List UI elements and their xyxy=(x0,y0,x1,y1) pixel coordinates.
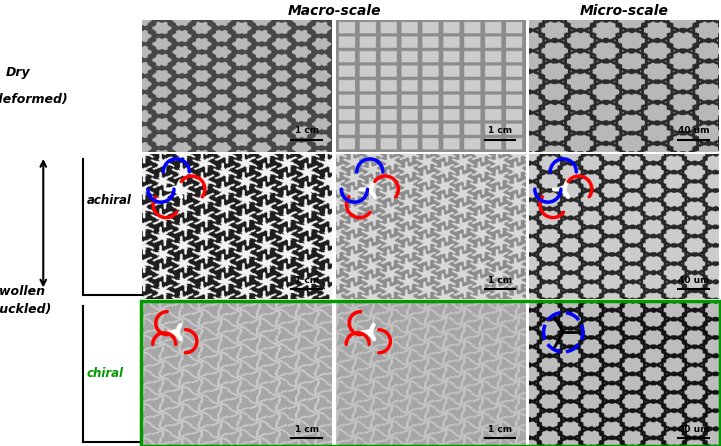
Text: Macro-scale: Macro-scale xyxy=(287,4,381,18)
Text: 40 um: 40 um xyxy=(678,425,709,434)
Text: 1 cm: 1 cm xyxy=(294,126,319,135)
Text: Swollen: Swollen xyxy=(0,285,45,298)
Text: 40 um: 40 um xyxy=(678,276,709,285)
Text: 1 cm: 1 cm xyxy=(294,425,319,434)
Text: 1 cm: 1 cm xyxy=(294,276,319,285)
Text: 1 cm: 1 cm xyxy=(488,126,512,135)
Text: 1 cm: 1 cm xyxy=(488,276,512,285)
Text: 40 um: 40 um xyxy=(678,126,709,135)
Text: chiral: chiral xyxy=(87,368,123,380)
Bar xyxy=(141,301,720,446)
Text: Dry: Dry xyxy=(6,66,30,79)
Text: (Undeformed): (Undeformed) xyxy=(0,93,67,106)
Text: achiral: achiral xyxy=(87,194,131,207)
Text: 1 cm: 1 cm xyxy=(488,425,512,434)
Text: Micro-scale: Micro-scale xyxy=(580,4,668,18)
Text: (Buckled): (Buckled) xyxy=(0,303,52,316)
